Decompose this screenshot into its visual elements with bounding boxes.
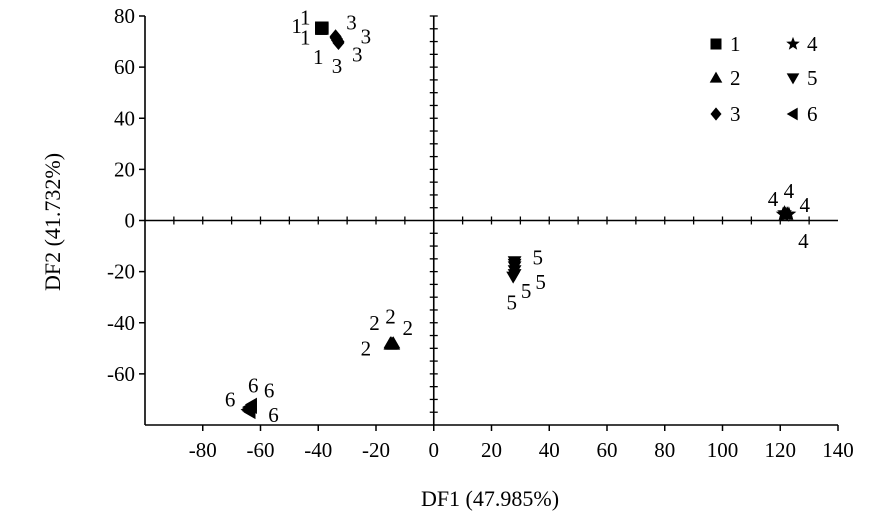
- point-label: 3: [332, 54, 343, 78]
- legend-label: 6: [807, 102, 818, 126]
- point-label: 4: [768, 187, 779, 211]
- legend-label: 1: [730, 32, 741, 56]
- x-axis-title: DF1 (47.985%): [421, 486, 559, 511]
- data-point: [242, 404, 255, 418]
- point-label: 2: [369, 311, 380, 335]
- series-2: 2 2 22: [361, 304, 413, 360]
- x-tick-label: 140: [822, 438, 854, 462]
- point-label: 4: [800, 193, 811, 217]
- y-axis-title: DF2 (41.732%): [40, 153, 65, 291]
- x-tick-label: 20: [481, 438, 502, 462]
- point-label: 2: [385, 304, 396, 328]
- point-label: 6: [248, 373, 259, 397]
- data-point: [507, 258, 522, 271]
- point-label: 6: [264, 378, 275, 402]
- x-ticks: -80 -60 -40 -20 0 20 40 60 80 100 120 140: [189, 425, 854, 462]
- legend-item-4: 4: [786, 32, 818, 56]
- legend-marker: [710, 107, 722, 121]
- data-point: [315, 21, 328, 34]
- legend: 1 2 3 4 5 6: [709, 32, 818, 126]
- point-label: 1: [300, 5, 311, 29]
- y-tick-label: 60: [114, 55, 135, 79]
- point-label: 1: [291, 14, 302, 38]
- legend-label: 2: [730, 66, 741, 90]
- series-4: 4 444: [768, 179, 811, 253]
- point-label: 3: [346, 10, 357, 34]
- point-label: 5: [521, 279, 532, 303]
- point-label: 6: [225, 387, 236, 411]
- legend-item-3: 3: [710, 102, 741, 126]
- x-tick-label: 60: [597, 438, 618, 462]
- x-tick-label: 100: [707, 438, 739, 462]
- point-label: 4: [798, 229, 809, 253]
- point-label: 2: [361, 336, 372, 360]
- legend-marker: [786, 36, 800, 50]
- data-point: [506, 271, 521, 284]
- point-label: 5: [535, 270, 546, 294]
- legend-marker: [709, 71, 723, 83]
- y-tick-label: 80: [114, 4, 135, 28]
- legend-item-6: 6: [786, 102, 818, 126]
- x-tick-label: -20: [362, 438, 390, 462]
- x-tick-label: 0: [429, 438, 440, 462]
- x-tick-label: 120: [765, 438, 797, 462]
- legend-marker: [710, 38, 722, 50]
- legend-marker: [786, 73, 800, 85]
- point-label: 3: [361, 24, 372, 48]
- legend-label: 3: [730, 102, 741, 126]
- x-tick-label: -40: [304, 438, 332, 462]
- y-tick-label: -60: [107, 362, 135, 386]
- y-tick-label: 0: [125, 209, 136, 233]
- point-label: 2: [403, 316, 414, 340]
- legend-item-1: 1: [710, 32, 741, 56]
- data-point: [386, 336, 401, 349]
- point-label: 1: [300, 26, 311, 50]
- series-6: 6 666: [225, 373, 279, 426]
- y-ticks: -60 -40 -20 0 20 40 60 80: [107, 4, 145, 386]
- x-tick-label: 40: [539, 438, 560, 462]
- legend-item-2: 2: [709, 66, 741, 90]
- y-tick-label: -20: [107, 260, 135, 284]
- point-label: 1: [313, 45, 324, 69]
- point-label: 6: [268, 403, 279, 427]
- point-label: 4: [784, 179, 795, 203]
- x-tick-label: -60: [247, 438, 275, 462]
- point-label: 3: [352, 42, 363, 66]
- point-label: 5: [532, 246, 543, 270]
- legend-item-5: 5: [786, 66, 818, 90]
- y-tick-label: -40: [107, 311, 135, 335]
- data-point: [332, 35, 345, 51]
- legend-marker: [786, 107, 798, 121]
- legend-label: 4: [807, 32, 818, 56]
- origin-axes: [145, 15, 838, 425]
- x-tick-label: -80: [189, 438, 217, 462]
- y-tick-label: 40: [114, 106, 135, 130]
- point-label: 5: [506, 290, 517, 314]
- x-tick-label: 80: [654, 438, 675, 462]
- data-point: [777, 205, 792, 220]
- legend-label: 5: [807, 66, 818, 90]
- y-tick-label: 20: [114, 157, 135, 181]
